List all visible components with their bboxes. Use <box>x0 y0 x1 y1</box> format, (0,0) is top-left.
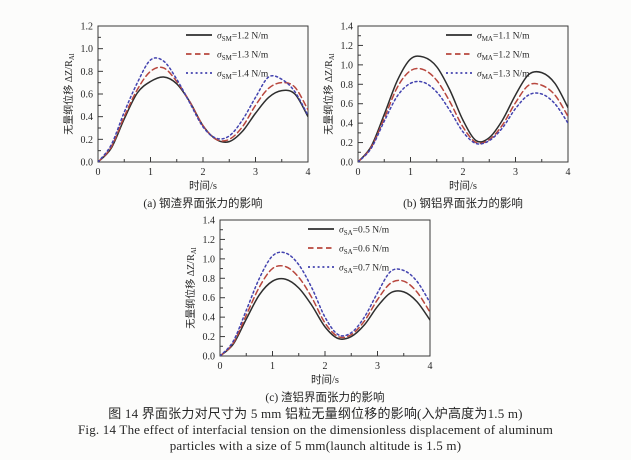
x-tick-label: 0 <box>356 167 361 178</box>
x-tick-label: 0 <box>96 167 101 178</box>
x-axis-label: 时间/s <box>311 373 339 386</box>
x-tick-label: 1 <box>270 361 275 372</box>
curve-sigma-SM-2 <box>98 57 308 162</box>
x-tick-label: 2 <box>323 361 328 372</box>
figure-caption-en-line1: Fig. 14 The effect of interfacial tensio… <box>77 422 554 437</box>
y-tick-label: 1.2 <box>81 22 94 33</box>
y-tick-label: 0.0 <box>341 158 354 169</box>
chart-a: 0 1 2 3 4 0.0 0.2 0.4 0.6 0.8 1.0 1.2 σSM=1.2 N/m σSM… <box>58 12 320 217</box>
y-tick-label: 0.8 <box>203 274 216 285</box>
x-tick-label: 4 <box>566 167 571 178</box>
y-axis-label: 无量纲位移 ΔZ/RAl <box>184 247 198 329</box>
legend-label: σMA=1.2 N/m <box>477 51 530 63</box>
chart-b: 0 1 2 3 4 0.0 0.2 0.4 0.6 0.8 1.0 1.2 1.4 σMA=1.1 N/m… <box>318 12 580 217</box>
chart-svg-b: 0 1 2 3 4 0.0 0.2 0.4 0.6 0.8 1.0 1.2 1.4 σMA=1.1 N/m… <box>322 22 571 211</box>
y-tick-label: 1.4 <box>203 216 216 227</box>
chart-svg-c: 0 1 2 3 4 0.0 0.2 0.4 0.6 0.8 1.0 1.2 1.4 σSA=0.5 N/m… <box>184 216 433 405</box>
x-tick-label: 0 <box>218 361 223 372</box>
x-tick-label: 3 <box>375 361 380 372</box>
x-tick-label: 4 <box>428 361 433 372</box>
curve-sigma-SA-0 <box>220 277 430 356</box>
y-tick-label: 0.6 <box>81 90 94 101</box>
plot-frame <box>97 25 309 163</box>
plot-frame <box>357 25 569 163</box>
legend-label: σMA=1.3 N/m <box>477 70 530 82</box>
curve-sigma-SA-2 <box>220 251 430 356</box>
x-tick-label: 2 <box>461 167 466 178</box>
y-tick-label: 1.0 <box>203 254 216 265</box>
y-tick-label: 0.2 <box>81 135 94 146</box>
y-tick-label: 1.2 <box>341 41 354 52</box>
curve-sigma-SM-0 <box>98 76 308 162</box>
y-tick-label: 0.6 <box>203 293 216 304</box>
chart-c: 0 1 2 3 4 0.0 0.2 0.4 0.6 0.8 1.0 1.2 1.4 σSA=0.5 N/m… <box>180 206 442 411</box>
curve-sigma-SM-1 <box>98 66 308 162</box>
y-tick-label: 0.0 <box>81 158 94 169</box>
legend-label: σSM=1.2 N/m <box>217 32 269 44</box>
y-tick-label: 0.2 <box>341 138 354 149</box>
curve-sigma-MA-1 <box>358 67 568 162</box>
chart-subcaption: (a) 钢渣界面张力的影响 <box>143 196 262 210</box>
x-axis-label: 时间/s <box>449 179 477 192</box>
y-tick-label: 0.8 <box>81 67 94 78</box>
x-tick-label: 1 <box>408 167 413 178</box>
y-tick-label: 0.2 <box>203 332 216 343</box>
x-tick-label: 3 <box>253 167 258 178</box>
legend-label: σSA=0.6 N/m <box>339 245 390 257</box>
x-axis-label: 时间/s <box>189 179 217 192</box>
chart-subcaption: (b) 钢铝界面张力的影响 <box>403 196 523 210</box>
plot-frame <box>219 219 431 357</box>
chart-subcaption: (c) 渣铝界面张力的影响 <box>265 390 384 404</box>
legend-label: σMA=1.1 N/m <box>477 32 530 44</box>
y-tick-label: 0.4 <box>341 119 354 130</box>
figure-caption-en-line2: particles with a size of 5 mm(launch alt… <box>169 438 462 453</box>
y-tick-label: 0.6 <box>341 99 354 110</box>
legend-label: σSA=0.5 N/m <box>339 226 390 238</box>
curve-sigma-SA-1 <box>220 264 430 356</box>
y-tick-label: 0.4 <box>203 313 216 324</box>
y-tick-label: 1.0 <box>341 60 354 71</box>
y-tick-label: 1.4 <box>341 22 354 33</box>
y-tick-label: 1.2 <box>203 235 216 246</box>
legend-label: σSA=0.7 N/m <box>339 264 390 276</box>
y-tick-label: 1.0 <box>81 44 94 55</box>
x-tick-label: 4 <box>306 167 311 178</box>
x-tick-label: 3 <box>513 167 518 178</box>
figure-caption-zh: 图 14 界面张力对尺寸为 5 mm 铝粒无量纲位移的影响(入炉高度为1.5 m… <box>108 406 523 421</box>
chart-svg-a: 0 1 2 3 4 0.0 0.2 0.4 0.6 0.8 1.0 1.2 σSM=1.2 N/m σSM… <box>62 22 311 211</box>
y-tick-label: 0.0 <box>203 352 216 363</box>
legend-label: σSM=1.4 N/m <box>217 70 269 82</box>
curve-sigma-MA-0 <box>358 55 568 162</box>
y-tick-label: 0.4 <box>81 112 94 123</box>
y-axis-label: 无量纲位移 ΔZ/RAl <box>62 53 76 135</box>
legend-label: σSM=1.3 N/m <box>217 51 269 63</box>
y-tick-label: 0.8 <box>341 80 354 91</box>
y-axis-label: 无量纲位移 ΔZ/RAl <box>322 53 336 135</box>
x-tick-label: 1 <box>148 167 153 178</box>
x-tick-label: 2 <box>201 167 206 178</box>
curve-sigma-MA-2 <box>358 80 568 162</box>
